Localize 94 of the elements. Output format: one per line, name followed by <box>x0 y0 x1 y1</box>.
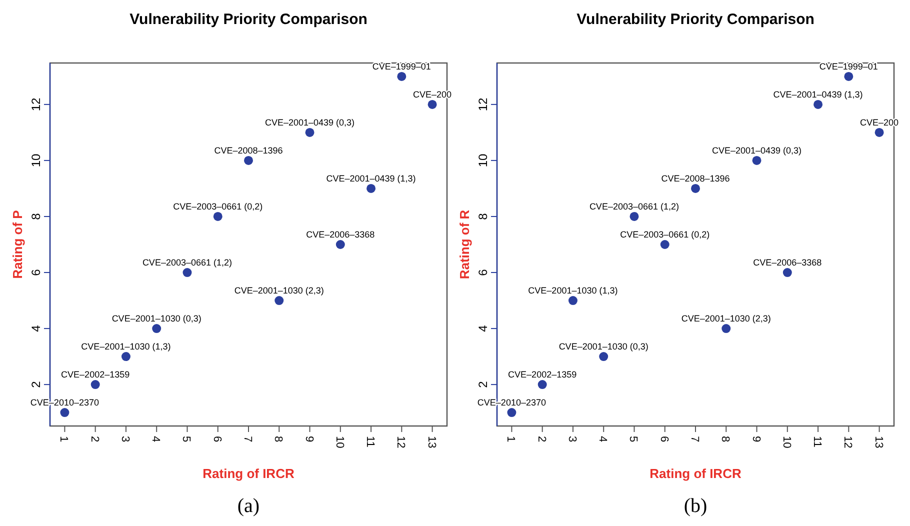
point <box>874 128 884 137</box>
annotation: CVE–2006–3368 <box>753 258 822 268</box>
x-tick-label: 2 <box>88 436 100 442</box>
point <box>397 72 406 81</box>
point <box>691 184 700 193</box>
annotation: CVE–2001–0439 (1,3) <box>326 173 416 184</box>
chart-title: Vulnerability Priority Comparison <box>576 11 814 28</box>
point <box>244 156 253 165</box>
point <box>752 156 762 165</box>
point <box>599 352 608 362</box>
x-tick-label: 12 <box>394 436 407 448</box>
annotation: CVE–2001–1030 (0,3) <box>558 342 648 352</box>
point <box>305 128 314 137</box>
point <box>182 268 192 278</box>
x-tick-label: 1 <box>58 436 70 442</box>
annotation: CVE–2001–0439 (0,3) <box>712 145 802 156</box>
text: (a) <box>237 495 260 517</box>
x-tick-label: 3 <box>118 436 131 442</box>
y-tick-label: 10 <box>29 153 43 168</box>
x-axis-title: Rating of IRCR <box>650 466 742 481</box>
y-tick-label: 12 <box>29 97 43 112</box>
point <box>507 408 516 418</box>
x-tick-label: 12 <box>842 436 854 448</box>
annotation: CVE–2008–1396 <box>214 145 283 156</box>
x-tick-label: 9 <box>750 436 762 442</box>
point <box>660 240 670 249</box>
y-tick-label: 12 <box>476 97 490 112</box>
annotation: CVE–2001–1030 (2,3) <box>234 286 324 296</box>
y-tick-label: 2 <box>29 380 43 388</box>
x-tick-label: 6 <box>658 436 670 442</box>
point <box>90 380 100 390</box>
x-tick-label: 11 <box>364 436 376 448</box>
annotation: CVE–1999–01 <box>372 61 431 72</box>
point <box>782 268 792 278</box>
y-tick-label: 8 <box>476 212 490 220</box>
point <box>152 324 162 334</box>
point <box>336 240 345 249</box>
point <box>538 380 547 390</box>
point <box>60 408 70 418</box>
point <box>366 184 376 193</box>
x-tick-label: 7 <box>242 436 254 442</box>
annotation: CVE–2006–3368 <box>306 230 375 240</box>
x-tick-label: 2 <box>535 436 548 442</box>
annotation: CVE–2003–0661 (0,2) <box>173 201 263 212</box>
y-tick-label: 8 <box>29 212 43 220</box>
x-tick-label: 5 <box>180 436 192 442</box>
x-tick-label: 6 <box>210 436 223 442</box>
x-tick-label: 13 <box>872 436 884 448</box>
point <box>722 324 731 334</box>
annotation: CVE–2001–1030 (0,3) <box>112 314 202 324</box>
annotation: CVE–2002–1359 <box>61 370 130 380</box>
annotation: CVE–2008–1396 <box>661 173 730 184</box>
x-tick-label: 4 <box>150 436 162 442</box>
annotation: CVE–1999–01 <box>819 61 878 72</box>
x-axis-title: Rating of IRCR <box>202 466 295 481</box>
point <box>814 100 823 109</box>
x-tick-label: 8 <box>272 436 284 442</box>
point <box>844 72 854 81</box>
x-tick-label: 10 <box>333 436 346 448</box>
y-tick-label: 10 <box>476 153 490 168</box>
annotation: CVE–2003–0661 (1,2) <box>589 201 680 212</box>
x-tick-label: 5 <box>627 436 640 442</box>
annotation: CVE–2001–1030 (1,3) <box>81 342 171 352</box>
y-tick-label: 4 <box>476 324 490 332</box>
point <box>630 212 639 221</box>
y-tick-label: 6 <box>476 268 490 276</box>
y-axis-title: Rating of P <box>10 210 25 279</box>
x-tick-label: 9 <box>302 436 315 442</box>
x-tick-label: 3 <box>566 436 578 442</box>
annotation: CVE–2001–1030 (1,3) <box>528 286 618 296</box>
x-tick-label: 8 <box>719 436 732 442</box>
point <box>121 352 130 362</box>
x-tick-label: 1 <box>504 436 517 442</box>
annotation: CVE–2002–1359 <box>508 370 577 380</box>
y-tick-label: 4 <box>29 324 43 332</box>
x-tick-label: 10 <box>780 436 792 448</box>
y-axis-title: Rating of R <box>457 209 472 280</box>
point <box>568 296 578 306</box>
x-tick-label: 13 <box>425 436 438 448</box>
y-tick-label: 6 <box>29 268 43 276</box>
point <box>274 296 284 306</box>
text: (b) <box>684 495 708 517</box>
chart-title: Vulnerability Priority Comparison <box>130 11 368 28</box>
annotation: CVE–2003–0661 (1,2) <box>142 258 232 268</box>
point <box>428 100 437 109</box>
annotation: CVE–2001–0439 (0,3) <box>264 117 355 128</box>
annotation: CVE–2001–1030 (2,3) <box>681 314 771 324</box>
annotation: CVE–2001–0439 (1,3) <box>773 89 863 100</box>
annotation: CVE–2003–0661 (0,2) <box>620 230 710 240</box>
x-tick-label: 11 <box>811 436 824 448</box>
x-tick-label: 4 <box>596 436 609 442</box>
y-tick-label: 2 <box>476 380 490 388</box>
x-tick-label: 7 <box>688 436 700 442</box>
point <box>213 212 222 221</box>
